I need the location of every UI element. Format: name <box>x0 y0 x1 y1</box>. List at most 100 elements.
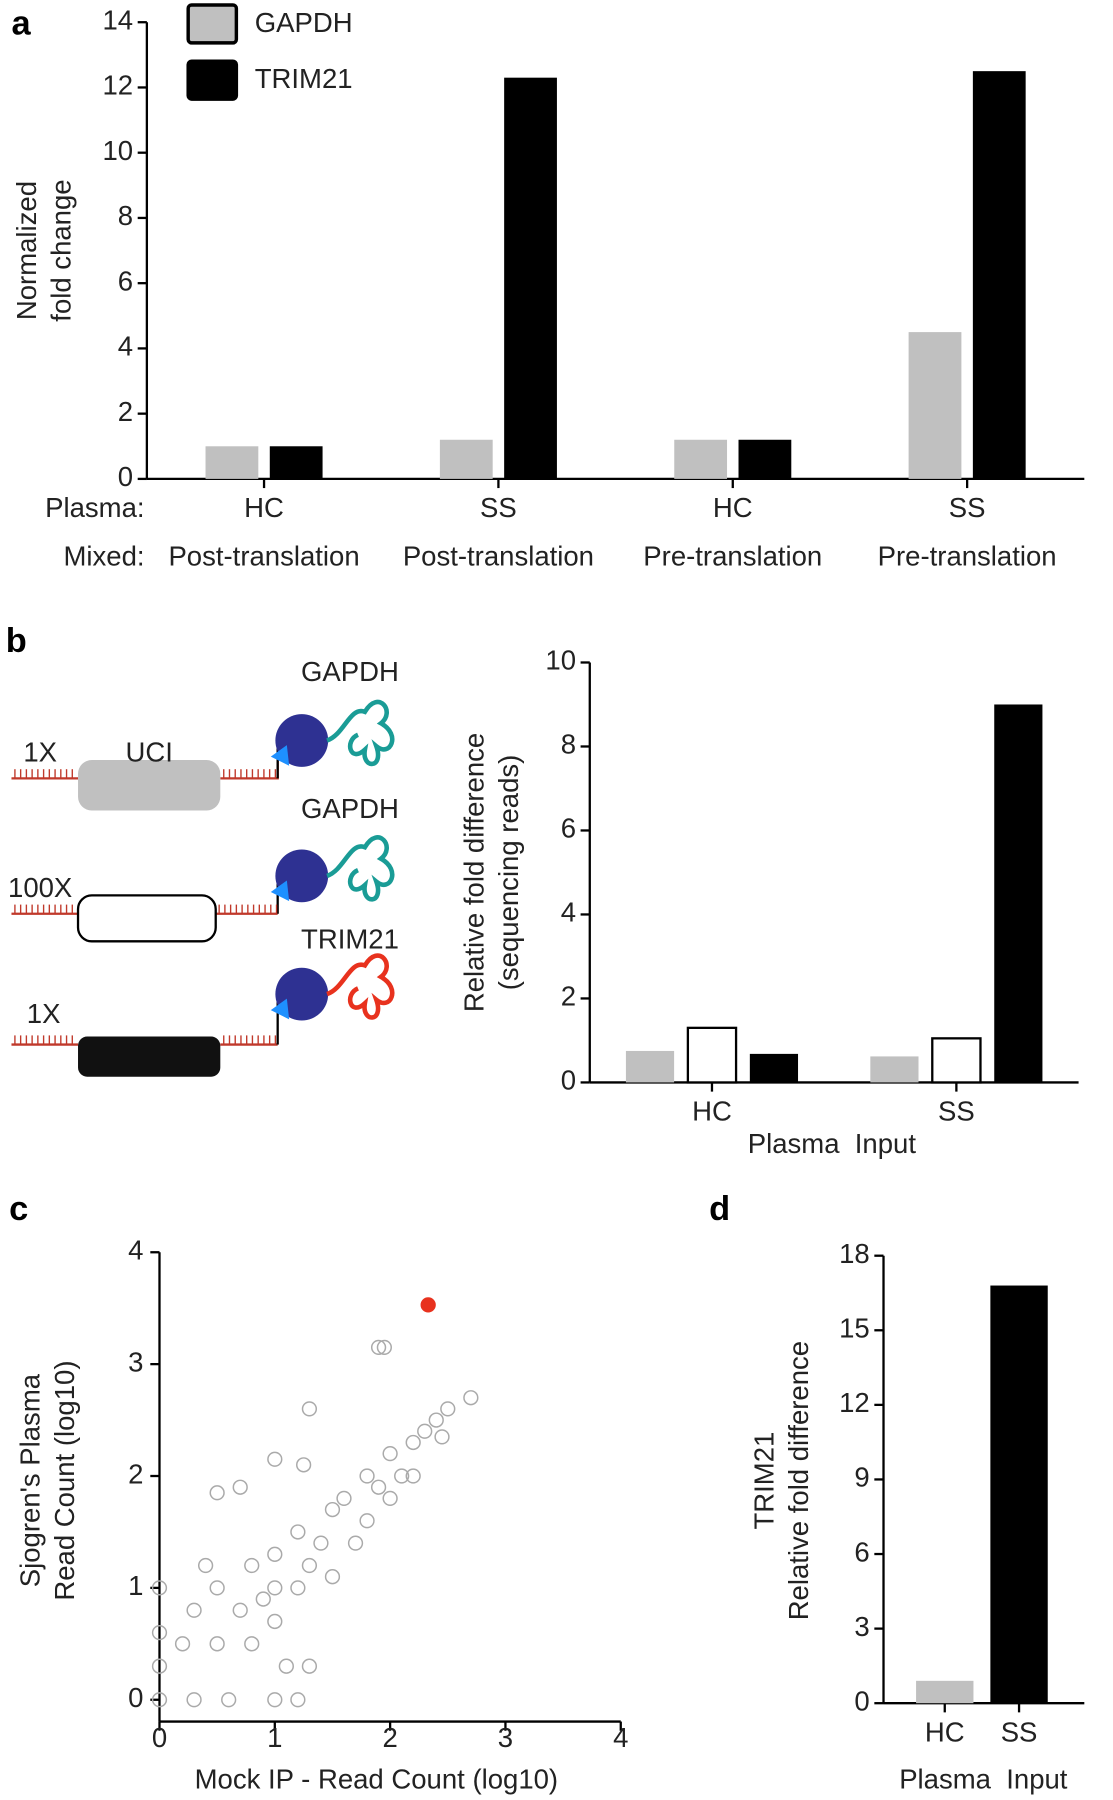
point <box>359 1468 375 1484</box>
x-tick-label: Post-translation <box>403 540 594 571</box>
point <box>186 1692 202 1708</box>
panel-label: d <box>709 1190 730 1228</box>
bar <box>625 1050 675 1083</box>
point <box>267 1546 283 1562</box>
point <box>301 1658 318 1674</box>
y-axis-label: Read Count (log10) <box>49 1361 80 1601</box>
bar <box>972 71 1026 479</box>
bar <box>205 446 259 479</box>
x-tick-label: SS <box>1001 1716 1038 1747</box>
point <box>370 1479 387 1495</box>
bar <box>990 1285 1048 1704</box>
point <box>174 1636 191 1652</box>
point <box>232 1602 248 1618</box>
y-tick-label: 6 <box>561 813 576 844</box>
y-axis-label: fold change <box>45 179 76 321</box>
bar <box>674 439 728 479</box>
point <box>255 1591 271 1607</box>
point <box>394 1468 410 1484</box>
y-tick-label: 0 <box>128 1682 143 1713</box>
point <box>417 1423 433 1439</box>
panel-label: a <box>11 5 31 43</box>
bar <box>738 439 792 479</box>
legend-swatch <box>186 3 239 45</box>
y-tick-label: 3 <box>128 1346 143 1377</box>
y-tick-label: 0 <box>561 1065 576 1096</box>
barcode-label: UCI <box>125 737 172 768</box>
point <box>347 1535 364 1551</box>
tag <box>270 998 290 1020</box>
point <box>382 1446 398 1462</box>
point <box>267 1613 283 1630</box>
point <box>267 1451 283 1467</box>
y-tick-label: 2 <box>118 396 133 427</box>
point <box>221 1692 237 1708</box>
y-tick-label: 1 <box>128 1570 143 1601</box>
point <box>232 1479 248 1495</box>
bar <box>916 1680 974 1704</box>
ribosome <box>275 714 329 767</box>
point <box>370 1339 387 1355</box>
protein-label: GAPDH <box>301 793 399 824</box>
y-tick-label: 4 <box>118 331 133 362</box>
tag <box>270 745 290 766</box>
y-tick-label: 2 <box>128 1458 143 1489</box>
x-axis-label: Mock IP - Read Count (log10) <box>195 1763 558 1794</box>
y-tick-label: 3 <box>854 1611 869 1642</box>
x-tick-label: 2 <box>382 1722 397 1753</box>
y-tick-label: 2 <box>561 981 576 1012</box>
x-tick-label: Pre-translation <box>643 540 822 571</box>
point <box>290 1692 306 1708</box>
x-tick-label: 3 <box>498 1722 513 1753</box>
point <box>209 1636 225 1652</box>
x-tick-label: SS <box>938 1096 975 1127</box>
x-tick-label: Pre-translation <box>878 540 1057 571</box>
y-tick-label: 9 <box>854 1462 869 1493</box>
point <box>151 1580 168 1596</box>
barcode-box <box>76 894 217 943</box>
y-tick-label: 6 <box>854 1536 869 1567</box>
point <box>313 1535 329 1551</box>
x-tick-label: HC <box>692 1096 732 1127</box>
x-tick-label: HC <box>244 492 284 523</box>
x-tick-label: HC <box>713 492 753 523</box>
y-tick-label: 15 <box>839 1313 870 1344</box>
y-tick-label: 0 <box>854 1685 869 1716</box>
point <box>382 1490 398 1507</box>
bar <box>686 1026 738 1084</box>
y-tick-label: 6 <box>118 265 133 296</box>
bar <box>908 332 962 479</box>
ribosome <box>275 967 329 1021</box>
point <box>209 1580 225 1596</box>
legend-swatch <box>186 59 239 101</box>
point <box>244 1636 260 1652</box>
row-label: Plasma: <box>45 492 144 523</box>
amount-label: 1X <box>27 998 61 1029</box>
point <box>301 1557 318 1574</box>
y-tick-label: 10 <box>545 645 576 676</box>
y-tick-label: 12 <box>102 70 133 101</box>
diagram: 1X UCI GAPDH 100X GAPDH 1X TRIM21 <box>8 656 399 1077</box>
protein-label: GAPDH <box>301 656 399 687</box>
point <box>463 1390 479 1406</box>
point <box>428 1412 444 1428</box>
amount-label: 100X <box>8 872 72 903</box>
bar <box>269 446 323 479</box>
row-label: Mixed: <box>64 540 145 571</box>
point <box>151 1692 168 1708</box>
panel-label: b <box>6 622 27 660</box>
point <box>278 1658 294 1674</box>
protein-label: TRIM21 <box>301 924 399 955</box>
point <box>267 1692 283 1708</box>
y-tick-label: 10 <box>102 135 133 166</box>
x-tick-label: HC <box>925 1716 965 1747</box>
y-axis-label: Normalized <box>11 181 42 320</box>
point <box>267 1580 283 1596</box>
legend-label: GAPDH <box>255 7 353 38</box>
x-tick-label: 1 <box>267 1722 282 1753</box>
point <box>186 1602 202 1618</box>
protein-chain <box>326 953 395 1020</box>
tag <box>270 880 290 902</box>
